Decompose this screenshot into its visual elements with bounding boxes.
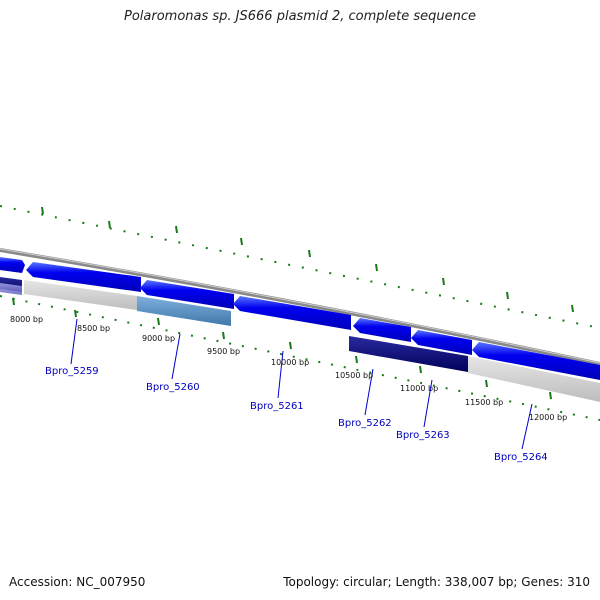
gene-arrow[interactable] <box>233 296 351 330</box>
topology-label: Topology: <box>283 575 340 589</box>
gene-labels: Bpro_5259 Bpro_5260 Bpro_5261 Bpro_5262 Bpro… <box>45 318 548 463</box>
gene-label[interactable]: Bpro_5262 <box>338 418 392 429</box>
gene-label[interactable]: Bpro_5260 <box>146 382 200 393</box>
ruler-tick-label: 10000 bp <box>271 358 309 367</box>
length-label: Length: <box>395 575 441 589</box>
gene-label[interactable]: Bpro_5263 <box>396 430 450 441</box>
ruler-labels: 8000 bp 8500 bp 9000 bp 9500 bp 10000 bp 1050… <box>10 315 567 422</box>
map-title: Polaromonas sp. JS666 plasmid 2, complet… <box>123 9 476 24</box>
gene-bar[interactable] <box>468 356 600 402</box>
gene-label-line <box>423 379 433 428</box>
gene-arrow[interactable] <box>26 262 141 292</box>
ruler-tick-label: 9500 bp <box>207 347 240 356</box>
accession-value: NC_007950 <box>76 575 146 589</box>
accession-label: Accession: <box>9 575 73 589</box>
gene-label[interactable]: Bpro_5264 <box>494 452 548 463</box>
gene-label-line <box>277 350 284 399</box>
ruler-tick-label: 11500 bp <box>465 398 503 407</box>
ruler-tick-label: 12000 bp <box>529 413 567 422</box>
gene-label-line <box>70 318 78 365</box>
gene-arrow[interactable] <box>353 318 411 342</box>
gene-bar[interactable] <box>0 283 22 295</box>
genes-value: 310 <box>567 575 590 589</box>
reverse-gene-track <box>0 277 600 402</box>
gene-arrow[interactable] <box>0 257 25 273</box>
ruler-tick-label: 8000 bp <box>10 315 43 324</box>
gene-bar[interactable] <box>349 336 468 372</box>
forward-gene-track <box>0 257 600 380</box>
gene-arrow[interactable] <box>411 330 472 355</box>
ruler-tick-label: 10500 bp <box>335 371 373 380</box>
gene-bar[interactable] <box>24 280 137 310</box>
genes-label: Genes: <box>521 575 564 589</box>
length-value: 338,007 bp <box>444 575 514 589</box>
topology-value: circular <box>343 575 388 589</box>
ruler-tick-label: 11000 bp <box>400 384 438 393</box>
accession-info: Accession: NC_007950 <box>9 575 145 589</box>
gene-label-line <box>521 403 533 450</box>
gene-arrow[interactable] <box>472 342 600 380</box>
gene-label[interactable]: Bpro_5261 <box>250 401 304 412</box>
ruler-tick-label: 9000 bp <box>142 334 175 343</box>
inner-ruler <box>0 295 600 421</box>
gene-label-line <box>364 368 374 416</box>
ruler-tick-label: 8500 bp <box>77 324 110 333</box>
gene-arrow[interactable] <box>140 280 234 309</box>
gene-bar[interactable] <box>137 296 231 326</box>
sequence-backbone <box>0 248 600 366</box>
outer-dotted-ring <box>0 205 600 329</box>
gene-label-line <box>171 333 181 380</box>
gene-label[interactable]: Bpro_5259 <box>45 366 99 377</box>
sequence-summary: Topology: circular; Length: 338,007 bp; … <box>283 575 590 589</box>
